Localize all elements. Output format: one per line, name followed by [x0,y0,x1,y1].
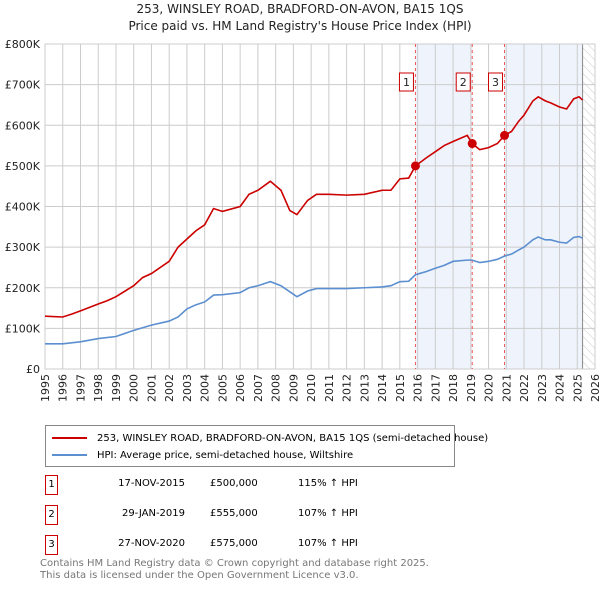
sale-price: £500,000 [210,478,258,489]
legend-swatch-blue [52,454,87,456]
y-tick-label: £800K [5,38,41,51]
legend-swatch-red [52,437,87,439]
x-tick-label: 2016 [412,374,425,402]
sale-hpi: 107% ↑ HPI [298,538,358,549]
x-tick-label: 2007 [252,374,265,402]
y-tick-label: £400K [5,201,41,214]
sale-marker-box: 2 [45,505,58,525]
sale-label: 1 [403,76,410,89]
legend-item-property: 253, WINSLEY ROAD, BRADFORD-ON-AVON, BA1… [52,431,488,445]
sale-marker-box: 3 [45,535,58,555]
y-tick-label: £100K [5,322,41,335]
x-tick-label: 2003 [181,374,194,402]
x-tick-label: 2013 [358,374,371,402]
sale-point [500,130,510,140]
sale-date: 27-NOV-2020 [118,538,185,549]
sale-label-box [488,72,504,92]
sale-marker-box: 1 [45,475,58,495]
y-tick-label: £0 [26,363,40,376]
sale-date: 29-JAN-2019 [121,508,185,519]
x-tick-label: 2026 [589,374,600,402]
legend-label: HPI: Average price, semi-detached house,… [97,449,354,461]
sale-hpi: 107% ↑ HPI [298,508,358,519]
series-line [44,95,584,318]
x-tick-label: 2005 [216,374,229,402]
y-tick-label: £300K [5,241,41,254]
x-tick-label: 1998 [92,374,105,402]
series-line [45,235,583,345]
sale-point [467,139,477,149]
x-tick-label: 2010 [305,374,318,402]
chart-title: 253, WINSLEY ROAD, BRADFORD-ON-AVON, BA1… [136,2,464,16]
footer-line: This data is licensed under the Open Gov… [40,570,359,581]
x-tick-label: 2011 [323,374,336,402]
x-tick-label: 2000 [128,374,141,402]
footer: Contains HM Land Registry data © Crown c… [40,558,429,582]
x-tick-label: 2017 [429,374,442,402]
x-tick-label: 2006 [234,374,247,402]
x-tick-label: 2001 [145,374,158,402]
sale-point [410,161,420,171]
x-tick-label: 2002 [163,374,176,402]
x-tick-label: 1996 [57,374,70,402]
sale-label: 2 [460,76,467,89]
sale-date: 17-NOV-2015 [118,478,185,489]
legend: 253, WINSLEY ROAD, BRADFORD-ON-AVON, BA1… [45,425,488,467]
y-tick-label: £200K [5,282,41,295]
x-tick-label: 2014 [376,374,389,402]
sale-label-box [398,72,414,92]
x-tick-label: 2018 [447,374,460,402]
x-tick-label: 2019 [465,374,478,402]
x-tick-label: 2009 [287,374,300,402]
chart-subtitle: Price paid vs. HM Land Registry's House … [128,19,472,33]
x-tick-label: 1999 [110,374,123,402]
x-tick-label: 2021 [500,374,513,402]
y-tick-label: £500K [5,160,41,173]
x-tick-label: 2025 [571,374,584,402]
x-tick-label: 2004 [199,374,212,402]
x-tick-label: 2008 [270,374,283,402]
footer-line: Contains HM Land Registry data © Crown c… [40,558,429,569]
sale-price: £555,000 [210,508,258,519]
sale-hpi: 115% ↑ HPI [298,478,358,489]
x-tick-label: 2012 [341,374,354,402]
x-tick-label: 2022 [518,374,531,402]
y-tick-label: £700K [5,79,41,92]
legend-label: 253, WINSLEY ROAD, BRADFORD-ON-AVON, BA1… [97,432,489,444]
x-tick-label: 1997 [74,374,87,402]
legend-item-hpi: HPI: Average price, semi-detached house,… [52,448,353,462]
x-tick-label: 2015 [394,374,407,402]
sale-price: £575,000 [210,538,258,549]
x-tick-label: 1995 [39,374,52,402]
x-tick-label: 2024 [554,374,567,402]
x-tick-label: 2020 [483,374,496,402]
y-tick-label: £600K [5,119,41,132]
sale-label-box [455,72,471,92]
x-tick-label: 2023 [536,374,549,402]
plot-frame [44,43,596,370]
plot-area: 1995 1996 1997 1998 1999 2000 2001 2002 2003 2004… [5,38,600,402]
sale-label: 3 [492,76,499,89]
